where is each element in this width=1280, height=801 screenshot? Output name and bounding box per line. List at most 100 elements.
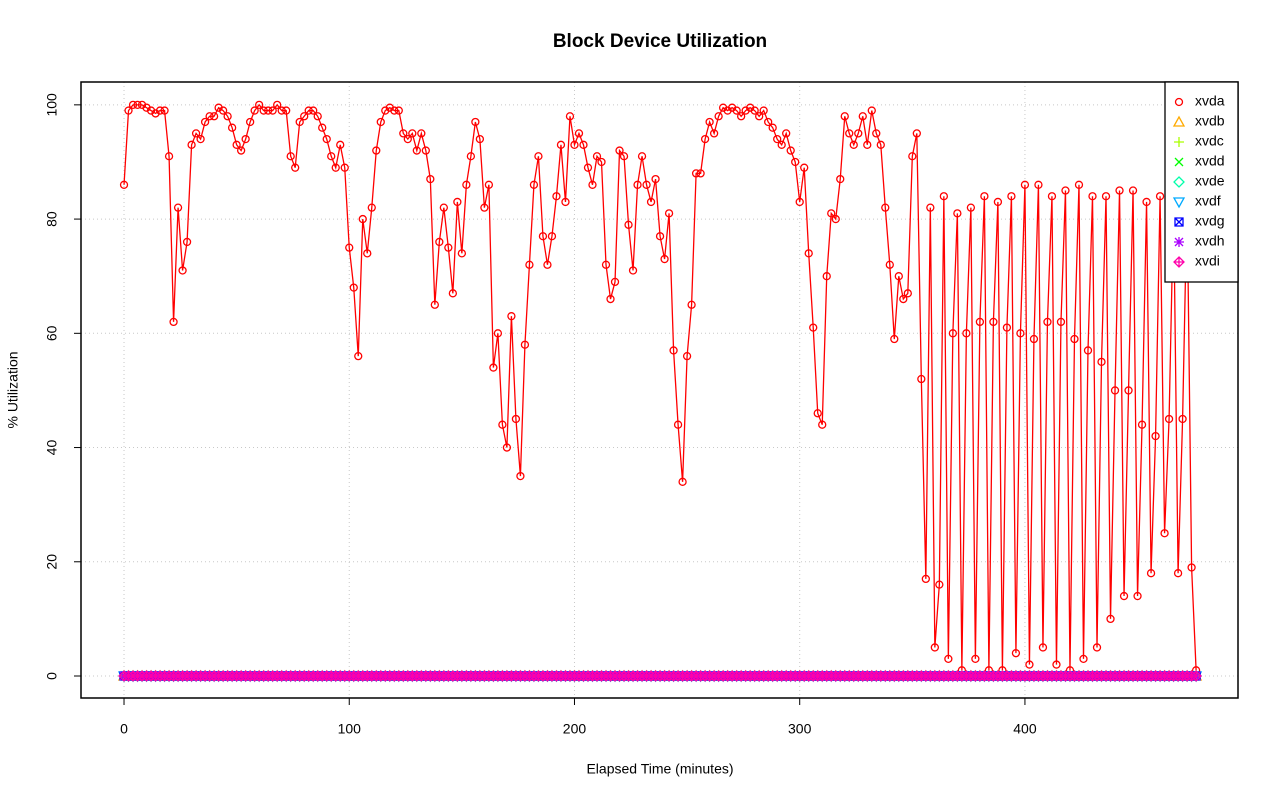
point-part xyxy=(764,117,773,127)
point xyxy=(768,123,777,132)
point xyxy=(128,100,138,109)
point-part xyxy=(610,277,620,287)
y-tick-label: 20 xyxy=(44,554,60,570)
legend-box xyxy=(1164,81,1239,283)
point-part xyxy=(466,152,476,161)
point xyxy=(426,174,435,184)
point xyxy=(1164,414,1174,424)
point-part xyxy=(209,112,219,121)
point xyxy=(714,112,723,121)
point-part xyxy=(218,106,228,115)
point-part xyxy=(1155,192,1165,201)
point-part xyxy=(133,100,142,109)
point xyxy=(885,260,894,269)
point xyxy=(1174,237,1184,247)
point xyxy=(318,123,327,132)
point xyxy=(516,471,525,481)
point-part xyxy=(1011,649,1021,658)
point-part xyxy=(822,272,831,281)
point-part xyxy=(1174,157,1184,167)
point xyxy=(223,112,232,121)
point-part xyxy=(894,272,903,281)
point xyxy=(498,420,507,429)
point xyxy=(655,232,665,241)
y-tick-label: 80 xyxy=(44,211,60,227)
point-part xyxy=(1016,329,1025,338)
point-part xyxy=(1070,334,1079,344)
point-part xyxy=(421,146,430,155)
point xyxy=(926,203,935,212)
point-part xyxy=(232,140,241,149)
point-part xyxy=(426,174,435,184)
point-part xyxy=(1164,414,1174,424)
point xyxy=(435,237,444,247)
point-part xyxy=(493,329,503,338)
point xyxy=(484,180,494,189)
point xyxy=(953,209,962,218)
point xyxy=(1029,334,1039,344)
point-part xyxy=(173,203,183,212)
point xyxy=(980,192,989,201)
point-part xyxy=(1119,591,1129,601)
point xyxy=(408,129,417,138)
point xyxy=(1002,323,1012,332)
point-part xyxy=(592,152,602,161)
point xyxy=(646,197,656,207)
point-part xyxy=(759,106,768,115)
point xyxy=(399,129,408,138)
point xyxy=(1083,346,1093,355)
point xyxy=(764,117,773,127)
point-part xyxy=(926,203,935,212)
point-part xyxy=(615,146,624,155)
point xyxy=(1174,97,1184,107)
point xyxy=(1174,157,1184,167)
point-part xyxy=(511,414,521,424)
point xyxy=(786,146,795,155)
point-part xyxy=(1061,186,1070,195)
point-part xyxy=(561,197,570,207)
point-part xyxy=(1079,654,1088,664)
point-part xyxy=(552,192,561,201)
point xyxy=(588,180,597,189)
point-part xyxy=(930,643,939,652)
point xyxy=(489,363,498,372)
point-part xyxy=(1174,97,1184,107)
point-part xyxy=(169,317,178,327)
point xyxy=(669,346,678,355)
point xyxy=(822,272,831,281)
point-part xyxy=(119,180,129,189)
point-part xyxy=(1038,643,1048,652)
point xyxy=(471,117,480,127)
point xyxy=(345,243,354,252)
point xyxy=(840,112,849,121)
point xyxy=(989,317,998,327)
point-part xyxy=(975,317,985,327)
point-part xyxy=(525,260,534,269)
point xyxy=(908,152,917,161)
point-part xyxy=(1174,217,1184,227)
point-part xyxy=(349,283,358,292)
point xyxy=(218,106,228,115)
point-part xyxy=(543,260,552,269)
point xyxy=(732,106,741,115)
series-line xyxy=(123,103,1197,671)
point-part xyxy=(236,146,246,155)
point-part xyxy=(660,254,669,264)
point-part xyxy=(412,146,421,155)
point xyxy=(200,117,210,127)
point xyxy=(804,249,813,258)
point xyxy=(637,152,647,161)
point xyxy=(993,197,1003,207)
point-part xyxy=(277,106,286,115)
point xyxy=(642,180,651,189)
point-part xyxy=(282,106,291,115)
point-part xyxy=(840,112,849,121)
point-part xyxy=(264,106,273,115)
point-part xyxy=(529,180,539,189)
point-part xyxy=(872,129,881,138)
point-part xyxy=(890,334,899,344)
y-tick-label: 100 xyxy=(44,93,60,117)
point xyxy=(264,106,273,115)
point-part xyxy=(336,140,345,149)
point xyxy=(552,192,561,201)
